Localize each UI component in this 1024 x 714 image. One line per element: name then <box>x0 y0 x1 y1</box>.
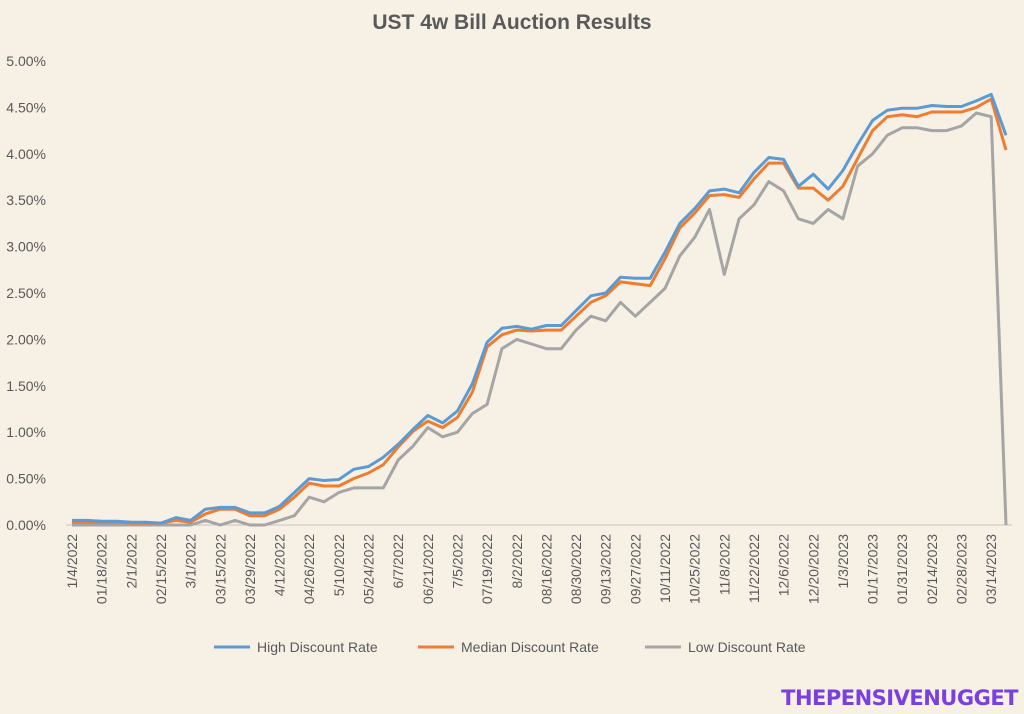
x-tick-label: 1/3/2023 <box>835 534 851 589</box>
x-tick-label: 11/22/2022 <box>746 534 762 603</box>
x-tick-label: 08/30/2022 <box>568 534 584 604</box>
x-tick-label: 09/27/2022 <box>627 534 643 604</box>
x-tick-label: 11/8/2022 <box>716 534 732 595</box>
x-tick-label: 04/26/2022 <box>301 534 317 604</box>
x-tick-label: 01/18/2022 <box>94 534 110 604</box>
x-tick-label: 02/28/2023 <box>954 534 970 604</box>
watermark-logo: THEPENSIVENUGGET <box>781 686 1019 710</box>
series-line-median <box>72 97 1008 525</box>
x-tick-label: 12/6/2022 <box>776 534 792 596</box>
x-tick-label: 03/14/2023 <box>983 534 999 604</box>
x-tick-label: 05/24/2022 <box>361 534 377 604</box>
x-tick-label: 3/1/2022 <box>183 534 199 589</box>
y-tick-label: 0.00% <box>6 517 46 533</box>
x-tick-label: 4/12/2022 <box>272 534 288 596</box>
x-tick-label: 10/11/2022 <box>657 534 673 603</box>
y-tick-label: 2.50% <box>6 285 46 301</box>
y-tick-label: 3.50% <box>6 192 46 208</box>
x-tick-label: 03/29/2022 <box>242 534 258 604</box>
y-tick-label: 1.00% <box>6 424 46 440</box>
legend-item-low: Low Discount Rate <box>645 639 806 655</box>
legend: High Discount Rate Median Discount Rate … <box>214 639 806 655</box>
x-tick-label: 2/1/2022 <box>123 534 139 589</box>
legend-label-high: High Discount Rate <box>257 639 378 655</box>
x-tick-label: 09/13/2022 <box>598 534 614 604</box>
legend-label-median: Median Discount Rate <box>461 639 599 655</box>
y-tick-label: 3.00% <box>6 239 46 255</box>
series-line-high <box>72 92 1008 525</box>
x-tick-label: 8/2/2022 <box>509 534 525 589</box>
legend-label-low: Low Discount Rate <box>688 639 806 655</box>
x-tick-label: 01/17/2023 <box>865 534 881 604</box>
x-tick-label: 1/4/2022 <box>64 534 80 589</box>
x-tick-label: 03/15/2022 <box>212 534 228 604</box>
x-tick-label: 06/21/2022 <box>420 534 436 604</box>
y-tick-label: 4.00% <box>6 146 46 162</box>
x-tick-label: 6/7/2022 <box>390 534 406 589</box>
series-line-low <box>72 111 1008 527</box>
x-tick-label: 10/25/2022 <box>687 534 703 604</box>
x-tick-label: 12/20/2022 <box>805 534 821 604</box>
y-tick-label: 2.00% <box>6 331 46 347</box>
y-tick-label: 1.50% <box>6 378 46 394</box>
x-tick-label: 02/15/2022 <box>153 534 169 604</box>
legend-item-median: Median Discount Rate <box>418 639 599 655</box>
y-tick-label: 5.00% <box>6 53 46 69</box>
x-tick-label: 5/10/2022 <box>331 534 347 596</box>
x-tick-label: 7/5/2022 <box>449 534 465 589</box>
chart-title: UST 4w Bill Auction Results <box>372 11 651 34</box>
y-tick-label: 4.50% <box>6 99 46 115</box>
x-tick-label: 02/14/2023 <box>924 534 940 604</box>
x-tick-label: 08/16/2022 <box>538 534 554 604</box>
x-tick-label: 07/19/2022 <box>479 534 495 604</box>
y-tick-label: 0.50% <box>6 471 46 487</box>
legend-item-high: High Discount Rate <box>214 639 378 655</box>
x-tick-label: 01/31/2023 <box>894 534 910 604</box>
